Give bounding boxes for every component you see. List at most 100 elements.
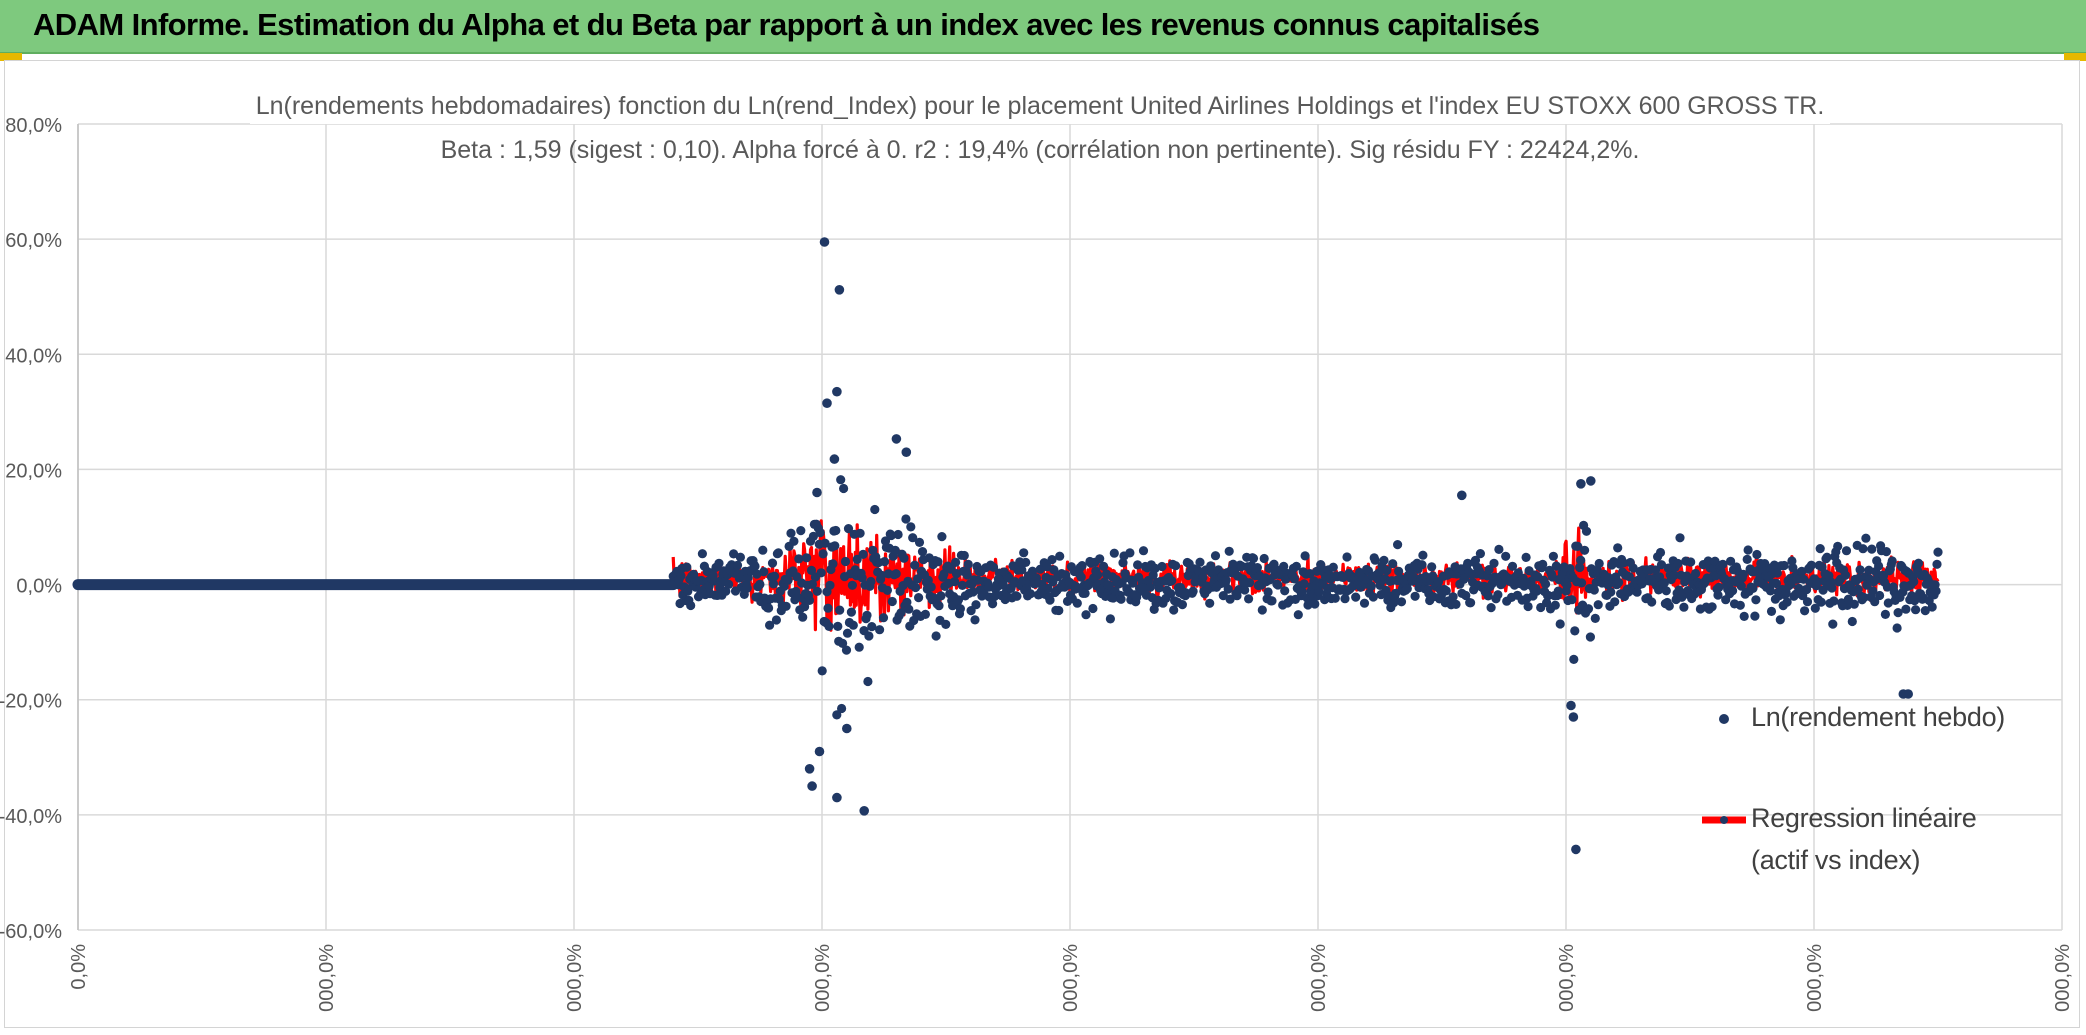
data-point: [1330, 593, 1340, 603]
data-point: [1775, 615, 1785, 625]
report-title: ADAM Informe. Estimation du Alpha et du …: [33, 7, 1540, 42]
data-point: [1669, 570, 1679, 581]
data-point: [1828, 619, 1838, 629]
data-point: [729, 549, 739, 559]
data-point: [1708, 563, 1718, 574]
data-point: [1867, 544, 1877, 554]
data-point: [1218, 591, 1228, 601]
data-point: [1248, 553, 1259, 564]
data-point: [1589, 585, 1599, 595]
data-point: [866, 576, 876, 587]
data-point-outlier: [1571, 844, 1581, 855]
data-point: [1133, 560, 1143, 570]
data-point: [831, 525, 841, 536]
y-tick-label: 40,0%: [5, 345, 62, 367]
data-point: [1782, 597, 1792, 607]
data-point: [714, 558, 724, 568]
data-point: [1686, 557, 1696, 567]
data-point: [1081, 610, 1091, 620]
data-point-outlier: [891, 434, 902, 444]
chart-frame: [4, 60, 2080, 1028]
data-point: [1610, 597, 1620, 607]
data-point: [1816, 597, 1826, 607]
data-point: [1802, 597, 1813, 607]
data-point: [1624, 572, 1634, 582]
data-point: [937, 532, 947, 542]
data-point: [765, 620, 775, 630]
data-point: [818, 549, 828, 559]
data-point: [1614, 577, 1624, 588]
data-point: [1198, 572, 1208, 583]
data-point: [1025, 589, 1036, 599]
data-point: [1815, 544, 1825, 554]
x-axis-tick-labels: 0,0% 000,0% 000,0% 000,0% 000,0% 000,0% 000,0%…: [68, 944, 2074, 1012]
data-point: [1116, 594, 1126, 604]
data-point: [1772, 568, 1782, 578]
data-point: [1252, 563, 1262, 573]
data-point: [963, 559, 973, 569]
data-point: [1875, 590, 1885, 601]
data-point: [1314, 586, 1324, 597]
data-point: [957, 580, 968, 591]
data-point: [988, 562, 999, 572]
data-point: [1714, 582, 1724, 593]
data-point: [1739, 611, 1749, 622]
data-point: [808, 531, 819, 542]
data-point: [798, 612, 808, 622]
data-point: [1675, 533, 1685, 543]
data-point-outlier: [1566, 700, 1576, 711]
data-point: [1647, 597, 1657, 607]
data-point: [1289, 574, 1299, 584]
y-tick-label: 60,0%: [5, 230, 62, 252]
data-point: [1573, 541, 1583, 552]
data-point: [1076, 572, 1086, 582]
data-point: [1585, 632, 1595, 642]
data-point: [1532, 586, 1542, 596]
data-point: [1575, 562, 1585, 573]
data-point: [1691, 568, 1701, 579]
data-point: [1427, 562, 1437, 572]
data-point: [1606, 587, 1616, 597]
data-point: [882, 585, 893, 595]
data-point: [1245, 578, 1255, 588]
data-point: [962, 570, 972, 580]
y-tick-label: -40,0%: [0, 806, 62, 828]
data-point: [1072, 598, 1082, 608]
data-point: [1594, 558, 1604, 569]
data-point: [1225, 594, 1235, 604]
data-point: [1909, 577, 1919, 587]
data-point: [1507, 561, 1518, 571]
data-point: [1707, 602, 1717, 612]
data-point: [773, 548, 784, 558]
data-point: [864, 631, 874, 641]
data-point: [1093, 570, 1103, 580]
data-point: [1590, 613, 1600, 624]
data-point: [786, 528, 796, 538]
data-point: [959, 550, 969, 561]
data-point: [931, 631, 941, 641]
data-point: [832, 710, 842, 720]
data-point: [1166, 589, 1176, 599]
data-point: [896, 608, 906, 618]
data-point: [1881, 547, 1891, 557]
data-point: [848, 620, 858, 630]
data-point: [1171, 561, 1181, 571]
data-point: [1077, 561, 1087, 571]
data-point: [1847, 616, 1857, 627]
data-point: [911, 582, 921, 593]
data-point: [1441, 586, 1451, 596]
data-point: [1017, 565, 1027, 575]
data-point: [1410, 591, 1420, 601]
data-point: [920, 609, 931, 620]
data-point: [676, 571, 686, 581]
data-point: [1583, 604, 1594, 614]
data-point: [816, 568, 826, 578]
data-point: [836, 475, 846, 485]
data-point: [891, 569, 901, 579]
data-point: [1858, 544, 1868, 554]
data-point: [1396, 597, 1407, 607]
data-point: [1095, 554, 1105, 564]
data-point: [1342, 552, 1352, 562]
data-point: [1099, 561, 1109, 572]
